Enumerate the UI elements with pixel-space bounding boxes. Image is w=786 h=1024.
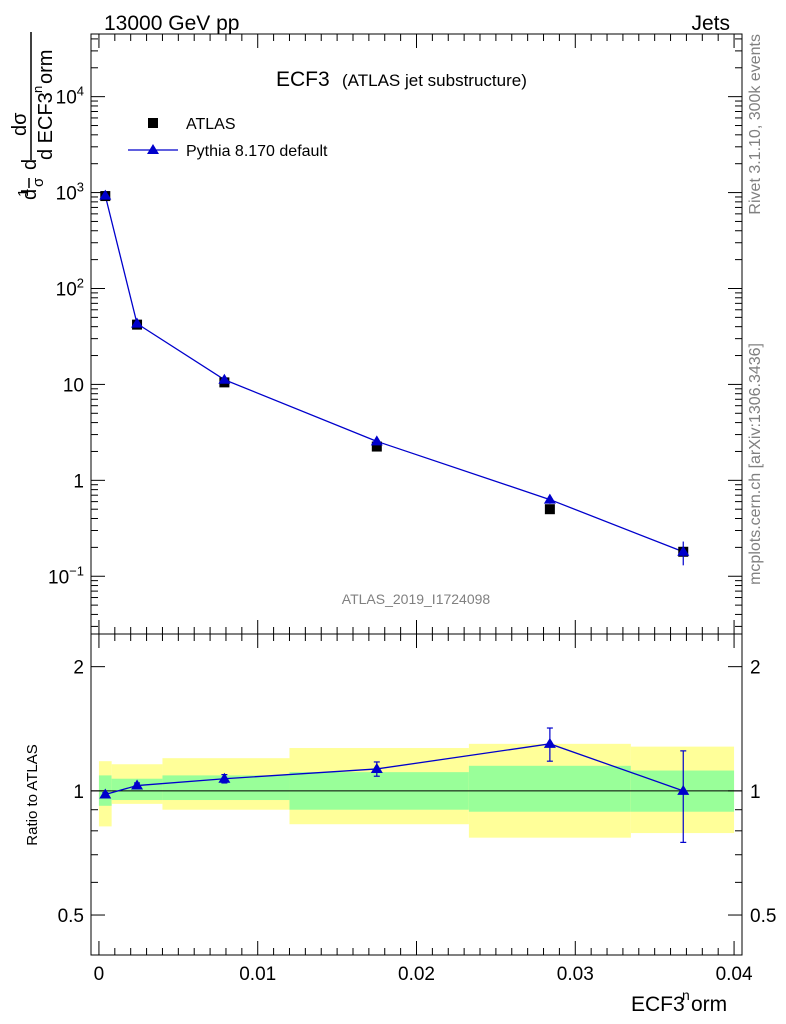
pythia-series-line bbox=[104, 195, 684, 553]
ratio-series-line bbox=[105, 743, 684, 796]
lower-x-ticks bbox=[98, 634, 735, 955]
svg-text:d: d bbox=[19, 159, 41, 170]
pythia-point bbox=[131, 317, 144, 328]
legend: ATLAS Pythia 8.170 default bbox=[128, 116, 328, 160]
ratio-point bbox=[218, 772, 231, 783]
ratio-points bbox=[99, 727, 690, 843]
atlas-point bbox=[544, 504, 555, 515]
svg-text:orm: orm bbox=[35, 50, 57, 84]
legend-marker-pythia bbox=[147, 144, 159, 154]
legend-label-atlas: ATLAS bbox=[186, 116, 236, 133]
header-right: Jets bbox=[691, 12, 730, 35]
ratio-point bbox=[131, 779, 144, 790]
ratio-point bbox=[370, 762, 383, 773]
y-tick-label-1000: 103 bbox=[56, 180, 84, 205]
x-tick-label: 0.02 bbox=[398, 964, 435, 985]
x-tick-label: 0.01 bbox=[239, 964, 276, 985]
header-left: 13000 GeV pp bbox=[104, 12, 239, 35]
svg-text:ECF3: ECF3 bbox=[631, 993, 685, 1016]
upper-y-axis-label: d 1 σ d dσ d ECF3 n orm bbox=[9, 32, 57, 200]
uncertainty-bands bbox=[98, 743, 735, 838]
ratio-tick-label-right-0.5: 0.5 bbox=[750, 906, 776, 927]
pythia-points bbox=[99, 189, 690, 566]
rivet-label: Rivet 3.1.10, 300k events bbox=[747, 34, 764, 215]
band-inner bbox=[468, 765, 631, 812]
svg-text:orm: orm bbox=[691, 993, 727, 1016]
pythia-point bbox=[543, 493, 556, 504]
atlas-point bbox=[371, 441, 382, 452]
pythia-point bbox=[677, 545, 690, 556]
x-tick-label: 0.03 bbox=[557, 964, 594, 985]
pythia-point bbox=[370, 435, 383, 446]
ratio-tick-label-1: 1 bbox=[73, 782, 84, 803]
pythia-point bbox=[99, 189, 112, 200]
x-axis-label: ECF3 n orm bbox=[631, 987, 727, 1016]
upper-y-ticks bbox=[91, 38, 742, 627]
upper-y-tick-labels: 10−1 1 10 102 103 104 bbox=[48, 84, 84, 589]
upper-panel: ECF3 (ATLAS jet substructure) ATLAS_2019… bbox=[9, 32, 743, 635]
ratio-point bbox=[677, 784, 690, 795]
y-tick-label-10000: 104 bbox=[56, 84, 84, 109]
ratio-tick-label-right-1: 1 bbox=[750, 782, 761, 803]
lower-y-ticks bbox=[91, 666, 742, 956]
x-tick-labels: 0 0.01 0.02 0.03 0.04 bbox=[94, 964, 753, 985]
plot-title: ECF3 bbox=[276, 68, 330, 91]
ratio-point bbox=[543, 737, 556, 748]
svg-text:d: d bbox=[19, 189, 41, 200]
y-tick-label-0.1: 10−1 bbox=[48, 563, 84, 588]
legend-marker-atlas bbox=[148, 118, 158, 128]
ratio-tick-label-2: 2 bbox=[73, 658, 84, 679]
ratio-point bbox=[99, 788, 112, 799]
svg-text:dσ: dσ bbox=[9, 112, 31, 136]
x-tick-label: 0.04 bbox=[716, 964, 753, 985]
svg-text:1: 1 bbox=[15, 189, 32, 197]
lower-panel: 0.5 1 2 0.5 1 2 Ratio to ATLAS 0 0.01 0.02… bbox=[24, 633, 776, 1016]
atlas-points bbox=[100, 191, 689, 557]
mcplots-label: mcplots.cern.ch [arXiv:1306.3436] bbox=[747, 343, 764, 585]
x-tick-label: 0 bbox=[94, 964, 105, 985]
ratio-tick-label-right-2: 2 bbox=[750, 658, 761, 679]
svg-text:n: n bbox=[30, 86, 45, 93]
analysis-label: ATLAS_2019_I1724098 bbox=[342, 591, 491, 607]
svg-text:σ: σ bbox=[30, 177, 47, 187]
ratio-tick-label-0.5: 0.5 bbox=[58, 906, 84, 927]
y-tick-label-10: 10 bbox=[63, 375, 84, 396]
upper-x-ticks bbox=[98, 34, 735, 634]
pythia-line bbox=[104, 195, 684, 553]
plot-subtitle: (ATLAS jet substructure) bbox=[342, 71, 527, 90]
svg-text:d ECF3: d ECF3 bbox=[35, 92, 57, 160]
pythia-point bbox=[218, 373, 231, 384]
legend-label-pythia: Pythia 8.170 default bbox=[186, 143, 328, 160]
ratio-axis-label: Ratio to ATLAS bbox=[24, 744, 41, 845]
svg-text:n: n bbox=[682, 987, 690, 1003]
y-tick-label-1: 1 bbox=[73, 471, 84, 492]
y-tick-label-100: 102 bbox=[56, 275, 84, 300]
